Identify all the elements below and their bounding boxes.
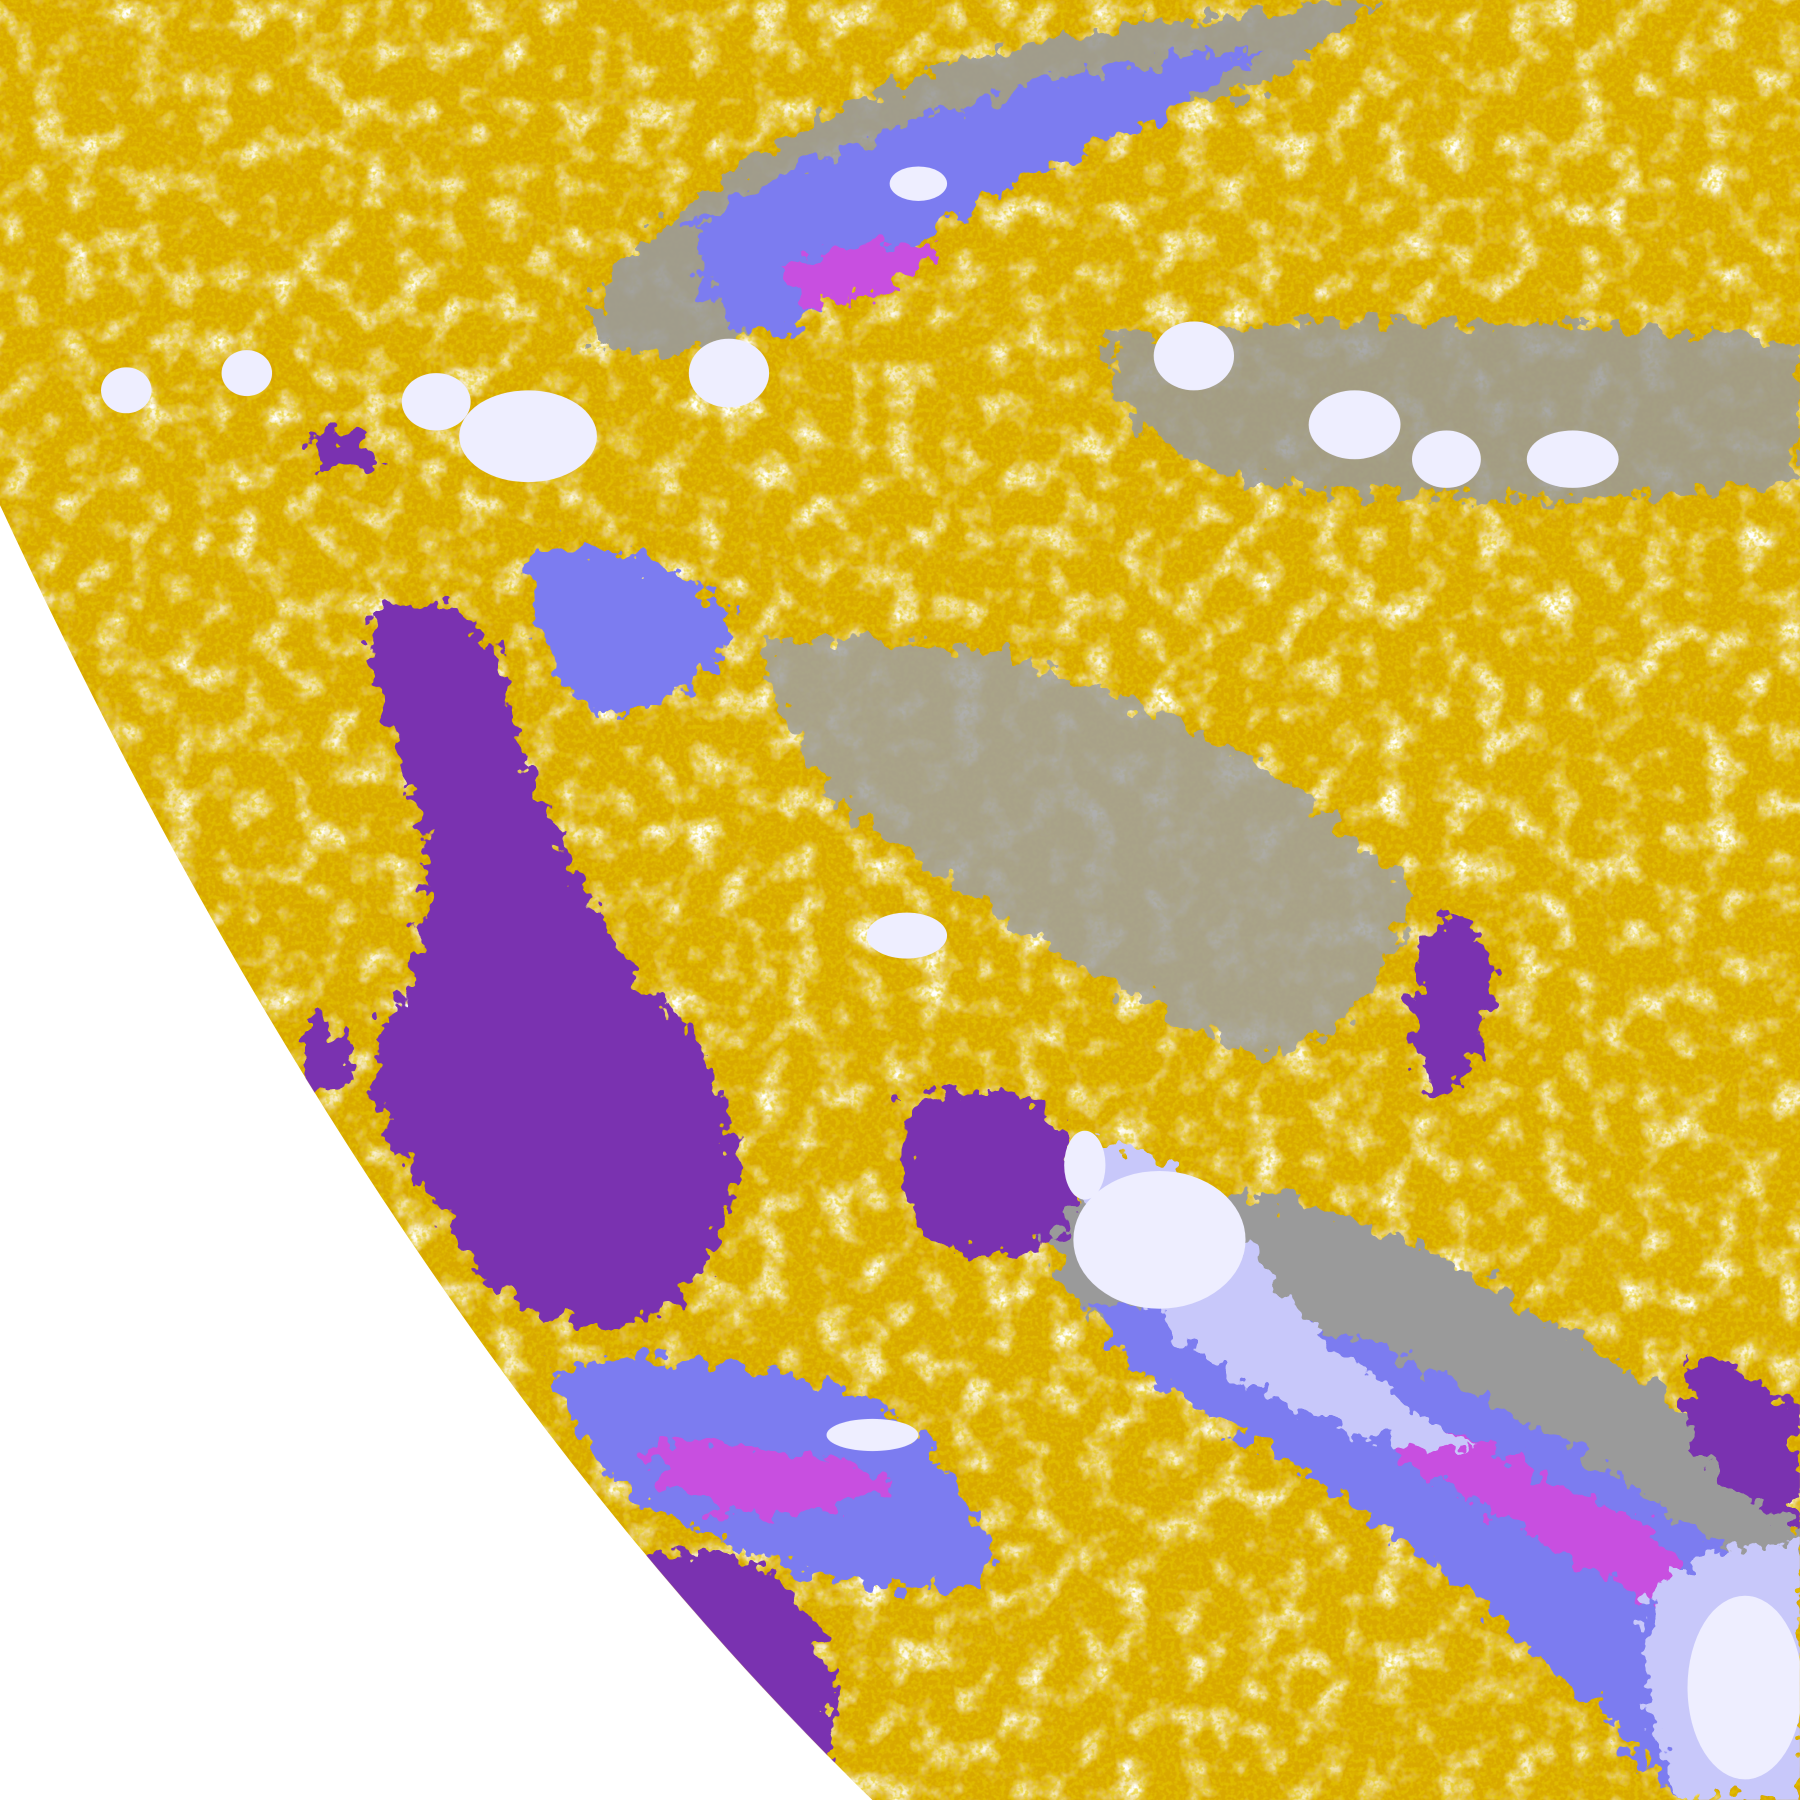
purple-north-west xyxy=(309,433,379,475)
cloud-top xyxy=(866,912,948,959)
cloud-top xyxy=(1073,1170,1246,1309)
cloud-top xyxy=(826,1418,919,1452)
magenta-north xyxy=(780,243,942,310)
purple-far-east xyxy=(1687,1354,1800,1527)
cloud-top xyxy=(1308,390,1401,460)
cloud-top xyxy=(1153,321,1235,391)
cloud-top xyxy=(1064,1130,1106,1200)
magenta-south xyxy=(642,1444,896,1516)
gray-band-east xyxy=(1102,321,1800,500)
periwinkle-central xyxy=(528,546,735,712)
cloud-top xyxy=(101,367,152,414)
cloud-top xyxy=(1687,1595,1800,1780)
periwinkle-southeast-band xyxy=(1090,1305,1800,1800)
cloud-top xyxy=(221,350,273,397)
cloud-tops xyxy=(101,166,1800,1780)
magenta-streak-southeast xyxy=(1377,1400,1677,1608)
purple-west-region xyxy=(367,600,735,1332)
cloud-top xyxy=(459,390,597,483)
cloud-top xyxy=(401,373,471,431)
purple-east-strip xyxy=(1414,915,1493,1103)
purple-small-west xyxy=(304,1019,356,1089)
cloud-top xyxy=(688,338,770,408)
cloud-top xyxy=(1526,430,1619,488)
cloud-top xyxy=(889,166,948,201)
cloud-top xyxy=(1411,430,1481,488)
gray-center-region xyxy=(757,638,1412,1057)
purple-central-region xyxy=(906,1089,1075,1254)
